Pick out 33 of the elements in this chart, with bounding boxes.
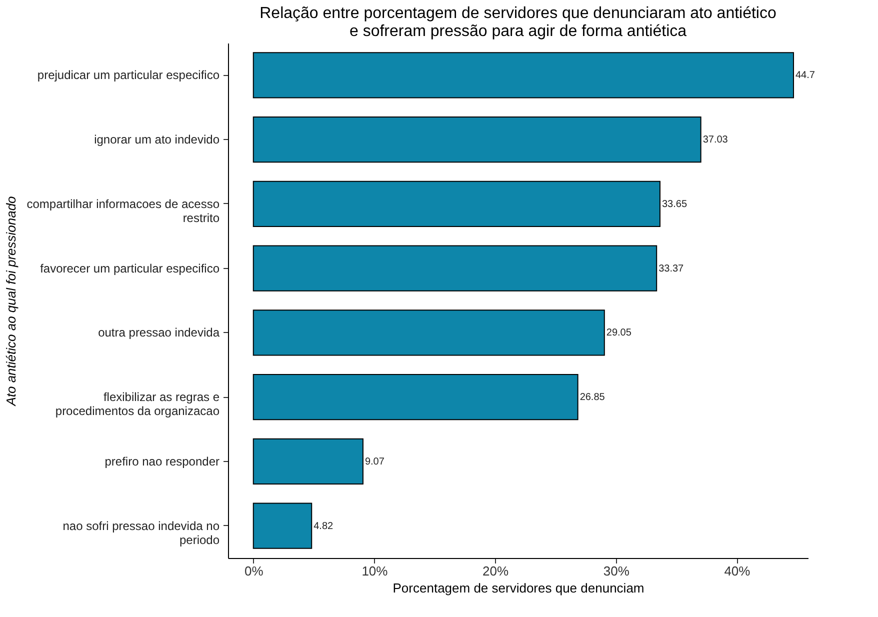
- y-tick-label: flexibilizar as regras e procedimentos da organizacao: [55, 390, 220, 418]
- x-tick-label: 30%: [603, 564, 630, 578]
- x-tick-label: 10%: [362, 564, 388, 578]
- data-label: 37.03: [702, 134, 728, 146]
- text: e sofreram pressão para agir de forma antiética: [349, 23, 687, 40]
- y-tick-label: outra pressao indevida: [98, 326, 220, 340]
- bar: [252, 374, 578, 420]
- x-axis-title: Porcentagem de servidores que denunciam: [392, 580, 644, 596]
- data-label: 33.37: [658, 263, 684, 274]
- data-label: 9.07: [364, 456, 385, 468]
- x-tick-label: 20%: [482, 564, 509, 578]
- bar: [252, 116, 702, 163]
- bar: [252, 52, 794, 98]
- y-tick-label: favorecer um particular especifico: [40, 261, 220, 276]
- data-label: 4.82: [314, 520, 334, 532]
- data-label: 33.65: [662, 198, 688, 210]
- y-tick-label: ignorar um ato indevido: [94, 132, 220, 147]
- bar: [252, 310, 605, 356]
- data-label: 29.05: [606, 328, 632, 339]
- bar: [252, 502, 312, 549]
- y-tick-label: prejudicar um particular especifico: [37, 68, 220, 82]
- y-tick-label: nao sofri pressao indevida no periodo: [62, 518, 220, 547]
- x-tick-label: 40%: [724, 564, 751, 578]
- bar: [252, 180, 660, 227]
- y-axis-title: Ato antiético ao qual foi pressionado: [4, 196, 18, 407]
- bar: [252, 438, 364, 484]
- y-tick-label: prefiro nao responder: [104, 454, 220, 468]
- x-tick-label: 0%: [244, 564, 264, 578]
- data-label: 26.85: [580, 392, 606, 404]
- y-tick-label: compartilhar informacoes de acesso restrito: [26, 196, 220, 225]
- data-label: 44.7: [796, 70, 816, 82]
- bar: [252, 245, 658, 292]
- text: Relação entre porcentagem de servidores que denunciaram ato antiético: [260, 5, 776, 22]
